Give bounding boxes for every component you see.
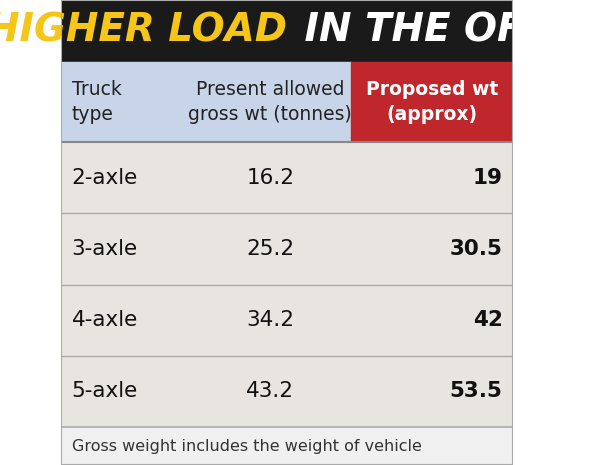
Bar <box>190 285 351 356</box>
Bar <box>62 285 190 356</box>
Text: Present allowed
gross wt (tonnes): Present allowed gross wt (tonnes) <box>188 80 352 124</box>
Bar <box>62 427 513 465</box>
Bar <box>62 213 190 285</box>
Text: 30.5: 30.5 <box>450 239 503 259</box>
Bar <box>190 142 351 213</box>
Bar <box>351 213 513 285</box>
Text: 25.2: 25.2 <box>246 239 294 259</box>
Text: 19: 19 <box>472 167 503 187</box>
Text: 2-axle: 2-axle <box>71 167 138 187</box>
Text: 3-axle: 3-axle <box>71 239 138 259</box>
Bar <box>190 356 351 427</box>
Bar <box>62 356 190 427</box>
Bar <box>351 62 513 142</box>
Bar <box>190 213 351 285</box>
Bar <box>351 285 513 356</box>
Text: 42: 42 <box>473 310 503 330</box>
Bar <box>351 142 513 213</box>
Text: IN THE OFFING: IN THE OFFING <box>291 12 616 50</box>
Text: 4-axle: 4-axle <box>71 310 138 330</box>
Bar <box>62 142 190 213</box>
Text: 43.2: 43.2 <box>246 381 294 401</box>
Text: Truck
type: Truck type <box>71 80 121 124</box>
Text: 16.2: 16.2 <box>246 167 294 187</box>
Text: 5-axle: 5-axle <box>71 381 138 401</box>
Text: 53.5: 53.5 <box>450 381 503 401</box>
Text: 34.2: 34.2 <box>246 310 294 330</box>
Text: HIGHER LOAD: HIGHER LOAD <box>0 12 287 50</box>
Bar <box>190 62 351 142</box>
Bar <box>62 0 513 62</box>
Text: Gross weight includes the weight of vehicle: Gross weight includes the weight of vehi… <box>71 438 421 453</box>
Bar <box>62 62 190 142</box>
Text: Proposed wt
(approx): Proposed wt (approx) <box>366 80 498 124</box>
Bar <box>351 356 513 427</box>
